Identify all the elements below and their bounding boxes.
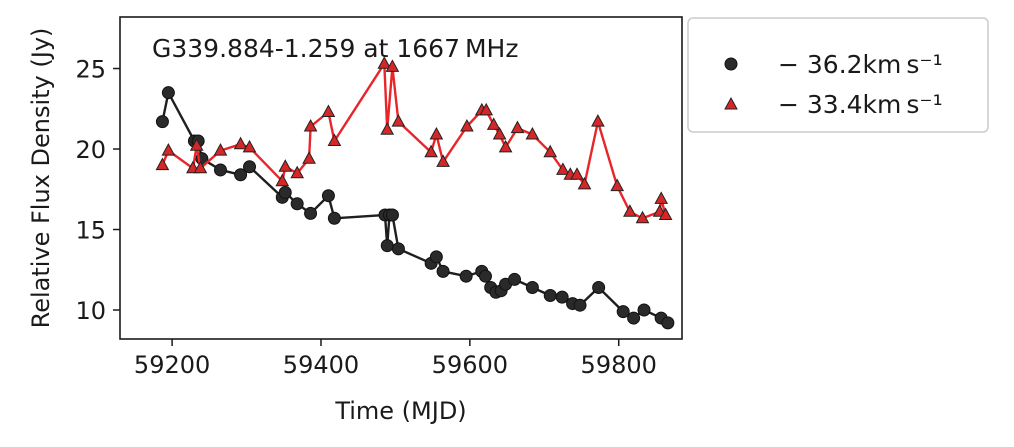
data-point-circle — [592, 280, 606, 294]
data-point-circle — [478, 269, 492, 283]
data-point-circle — [543, 289, 557, 303]
data-point-triangle — [161, 143, 176, 156]
data-point-triangle — [380, 122, 395, 135]
data-point-circle — [161, 86, 175, 100]
data-point-circle — [290, 197, 304, 211]
data-point-triangle — [275, 173, 290, 187]
data-point-circle — [508, 272, 522, 286]
x-axis-label: Time (MJD) — [334, 397, 466, 425]
data-point-circle — [391, 242, 405, 256]
data-point-triangle — [424, 144, 438, 158]
data-point-triangle — [556, 162, 570, 175]
data-point-triangle — [610, 178, 625, 192]
data-point-triangle — [460, 118, 474, 132]
chart-title: G339.884-1.259 at 1667 MHz — [152, 34, 518, 63]
legend-marker-triangle — [724, 96, 738, 110]
x-tick-label: 59400 — [283, 351, 359, 379]
data-point-triangle — [498, 139, 513, 153]
data-point-triangle — [591, 114, 605, 127]
x-tick-label: 59200 — [134, 351, 210, 379]
data-point-triangle — [321, 104, 336, 117]
series-line-2 — [161, 62, 667, 220]
x-axis-ticks: 59200 59400 59600 59800 — [134, 339, 657, 379]
data-point-circle — [459, 269, 473, 283]
data-point-triangle — [577, 176, 592, 190]
x-tick-label: 59600 — [432, 351, 508, 379]
data-point-triangle — [155, 157, 170, 171]
plot-frame — [119, 16, 683, 340]
data-point-triangle — [525, 126, 540, 140]
data-point-triangle — [278, 159, 293, 172]
data-point-triangle — [327, 133, 342, 146]
data-point-triangle — [635, 210, 650, 224]
y-tick-label: 10 — [75, 297, 106, 325]
data-point-triangle — [570, 167, 584, 180]
data-point-triangle — [391, 114, 406, 127]
legend-entry-36-2: − 36.2km s⁻¹ — [778, 50, 943, 79]
data-point-circle — [321, 189, 335, 203]
data-point-circle — [525, 280, 539, 294]
data-point-circle — [637, 303, 651, 317]
data-point-circle — [573, 298, 587, 312]
data-point-triangle — [510, 120, 525, 134]
legend-marker-circle — [724, 57, 738, 71]
x-tick-label: 59800 — [581, 351, 657, 379]
data-point-triangle — [290, 165, 305, 179]
data-point-triangle — [377, 56, 392, 69]
data-point-circle — [385, 208, 399, 222]
data-point-circle — [304, 206, 318, 220]
data-point-triangle — [658, 207, 673, 220]
data-point-triangle — [492, 126, 507, 140]
data-point-triangle — [543, 144, 558, 158]
data-point-triangle — [385, 59, 400, 72]
data-point-triangle — [189, 138, 204, 151]
data-point-triangle — [303, 118, 318, 132]
data-point-triangle — [233, 136, 248, 150]
data-point-circle — [429, 250, 443, 264]
y-tick-label: 15 — [75, 217, 106, 245]
data-point-triangle — [623, 204, 637, 217]
data-point-circle — [555, 290, 569, 304]
data-point-circle — [234, 168, 248, 182]
y-axis-ticks: 10 15 20 25 — [75, 56, 120, 325]
data-point-circle — [278, 185, 292, 199]
data-point-triangle — [213, 143, 228, 156]
data-point-circle — [627, 311, 641, 325]
data-point-circle — [436, 264, 450, 278]
data-point-triangle — [479, 102, 494, 116]
data-point-circle — [327, 211, 341, 225]
data-point-triangle — [193, 160, 208, 174]
data-point-circle — [213, 163, 227, 177]
legend-entry-33-4: − 33.4km s⁻¹ — [778, 90, 943, 119]
data-point-triangle — [242, 139, 257, 153]
data-point-triangle — [436, 154, 450, 167]
data-point-triangle — [302, 151, 316, 164]
legend: − 36.2km s⁻¹ − 33.4km s⁻¹ — [687, 17, 989, 133]
data-point-triangle — [429, 126, 444, 140]
data-point-triangle — [486, 117, 501, 130]
data-point-circle — [243, 160, 257, 174]
series-line-1 — [161, 91, 669, 324]
data-point-circle — [661, 316, 675, 330]
series-layer — [155, 56, 675, 330]
data-point-circle — [616, 305, 630, 319]
y-tick-label: 20 — [75, 136, 106, 164]
data-point-circle — [380, 239, 394, 253]
legend-box — [687, 17, 989, 133]
data-point-triangle — [654, 191, 669, 204]
data-point-circle — [155, 115, 169, 129]
y-axis-label: Relative Flux Density (Jy) — [27, 28, 55, 329]
y-tick-label: 25 — [75, 56, 106, 84]
